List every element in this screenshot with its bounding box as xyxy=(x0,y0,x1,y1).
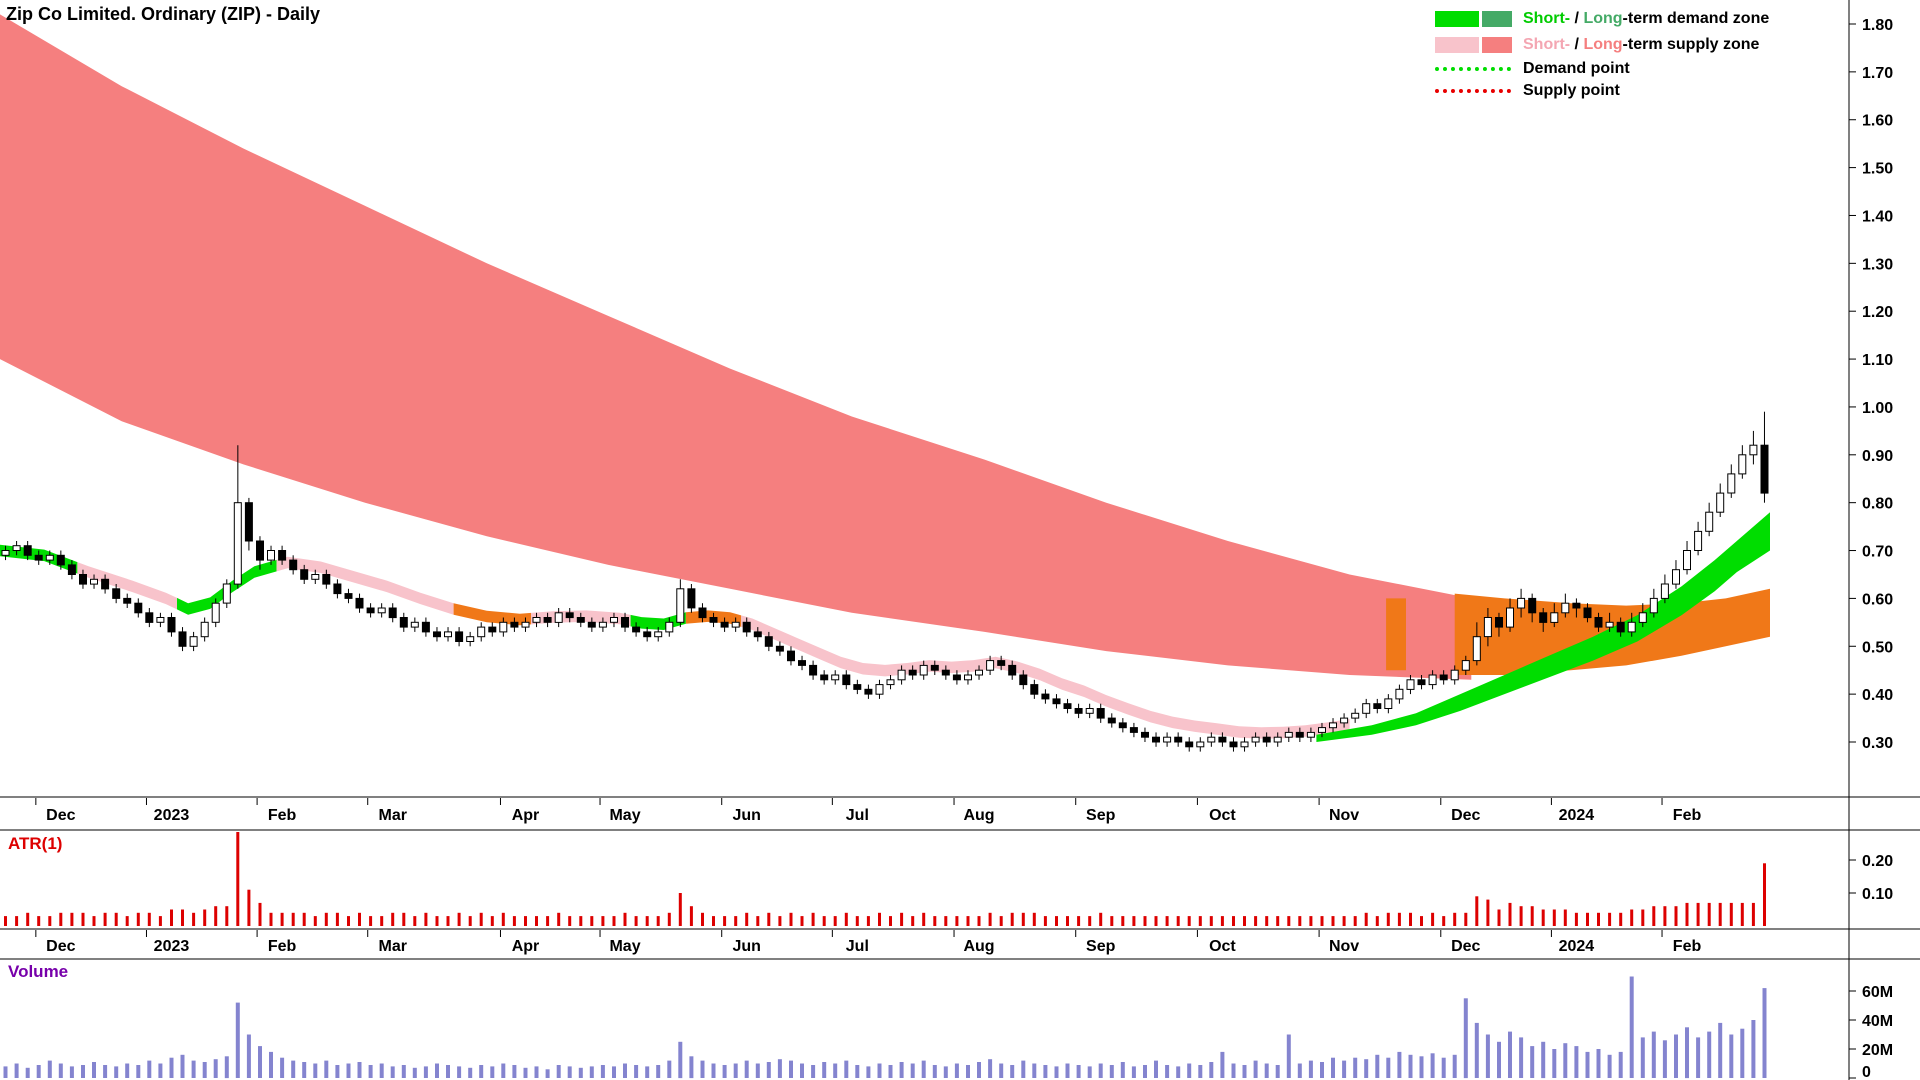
svg-text:Feb: Feb xyxy=(268,807,297,824)
svg-text:Oct: Oct xyxy=(1209,938,1236,955)
svg-text:0.50: 0.50 xyxy=(1862,639,1893,656)
svg-text:Dec: Dec xyxy=(46,807,75,824)
svg-text:Feb: Feb xyxy=(268,938,297,955)
short-term-supply-swatch xyxy=(1435,37,1479,53)
svg-text:0.10: 0.10 xyxy=(1862,886,1893,903)
svg-text:Mar: Mar xyxy=(378,938,406,955)
svg-text:Dec: Dec xyxy=(46,938,75,955)
legend-demand-point-row: Demand point xyxy=(1435,58,1769,80)
legend-supply-zone-row: Short- / Long-term supply zone xyxy=(1435,32,1769,58)
supply-swatches xyxy=(1435,37,1515,53)
svg-text:0.70: 0.70 xyxy=(1862,544,1893,561)
svg-text:2023: 2023 xyxy=(154,938,190,955)
demand-point-dotted-line-icon xyxy=(1435,67,1511,71)
svg-text:Jun: Jun xyxy=(732,807,760,824)
svg-text:Aug: Aug xyxy=(963,938,994,955)
svg-text:Oct: Oct xyxy=(1209,807,1236,824)
legend-demand-point-label: Demand point xyxy=(1523,60,1630,77)
long-term-supply-swatch xyxy=(1482,37,1512,53)
svg-text:Nov: Nov xyxy=(1329,938,1359,955)
supply-point-dotted-line-icon xyxy=(1435,89,1511,93)
svg-text:1.00: 1.00 xyxy=(1862,400,1893,417)
zone-bands-layer xyxy=(0,14,1770,742)
svg-text:2023: 2023 xyxy=(154,807,190,824)
svg-text:Aug: Aug xyxy=(963,807,994,824)
long-term-demand-swatch xyxy=(1482,11,1512,27)
legend-supply-point-label: Supply point xyxy=(1523,82,1620,99)
atr-pane-label: ATR(1) xyxy=(8,834,63,853)
svg-text:1.80: 1.80 xyxy=(1862,17,1893,34)
svg-text:40M: 40M xyxy=(1862,1013,1893,1030)
svg-text:Apr: Apr xyxy=(512,938,540,955)
legend-demand-zone-label: Short- / Long-term demand zone xyxy=(1523,10,1770,27)
short-term-demand-swatch xyxy=(1435,11,1479,27)
svg-text:Dec: Dec xyxy=(1451,938,1480,955)
svg-text:0.80: 0.80 xyxy=(1862,496,1893,513)
volume-bars xyxy=(3,976,1767,1079)
svg-text:1.20: 1.20 xyxy=(1862,304,1893,321)
legend: Short- / Long-term demand zone Short- / … xyxy=(1435,6,1769,102)
svg-text:1.30: 1.30 xyxy=(1862,256,1893,273)
svg-text:2024: 2024 xyxy=(1559,807,1595,824)
svg-text:Apr: Apr xyxy=(512,807,540,824)
legend-supply-point-row: Supply point xyxy=(1435,80,1769,102)
demand-swatches xyxy=(1435,11,1515,27)
demand-point-swatch-wrap xyxy=(1435,67,1515,71)
svg-text:1.50: 1.50 xyxy=(1862,161,1893,178)
candles-layer xyxy=(1,411,1769,752)
svg-text:0.20: 0.20 xyxy=(1862,853,1893,870)
svg-text:Nov: Nov xyxy=(1329,807,1359,824)
svg-text:May: May xyxy=(609,938,640,955)
volume-pane-label: Volume xyxy=(8,962,69,981)
svg-text:Jul: Jul xyxy=(846,807,869,824)
atr-bars xyxy=(4,832,1766,926)
svg-text:Feb: Feb xyxy=(1673,807,1702,824)
svg-text:1.40: 1.40 xyxy=(1862,208,1893,225)
chart-title: Zip Co Limited. Ordinary (ZIP) - Daily xyxy=(6,4,321,24)
supply-point-swatch-wrap xyxy=(1435,89,1515,93)
svg-text:Jul: Jul xyxy=(846,938,869,955)
svg-text:0.30: 0.30 xyxy=(1862,735,1893,752)
svg-text:0.40: 0.40 xyxy=(1862,687,1893,704)
svg-text:0.60: 0.60 xyxy=(1862,591,1893,608)
svg-text:Sep: Sep xyxy=(1086,938,1116,955)
svg-text:Mar: Mar xyxy=(378,807,406,824)
svg-text:May: May xyxy=(609,807,640,824)
svg-text:1.10: 1.10 xyxy=(1862,352,1893,369)
svg-text:Sep: Sep xyxy=(1086,807,1116,824)
svg-text:Feb: Feb xyxy=(1673,938,1702,955)
legend-supply-zone-label: Short- / Long-term supply zone xyxy=(1523,36,1760,53)
svg-text:2024: 2024 xyxy=(1559,938,1595,955)
svg-text:0: 0 xyxy=(1862,1064,1871,1080)
svg-text:60M: 60M xyxy=(1862,984,1893,1001)
legend-demand-zone-row: Short- / Long-term demand zone xyxy=(1435,6,1769,32)
svg-text:20M: 20M xyxy=(1862,1042,1893,1059)
svg-text:Jun: Jun xyxy=(732,938,760,955)
svg-text:1.60: 1.60 xyxy=(1862,113,1893,130)
svg-text:0.90: 0.90 xyxy=(1862,448,1893,465)
svg-text:1.70: 1.70 xyxy=(1862,65,1893,82)
svg-text:Dec: Dec xyxy=(1451,807,1480,824)
